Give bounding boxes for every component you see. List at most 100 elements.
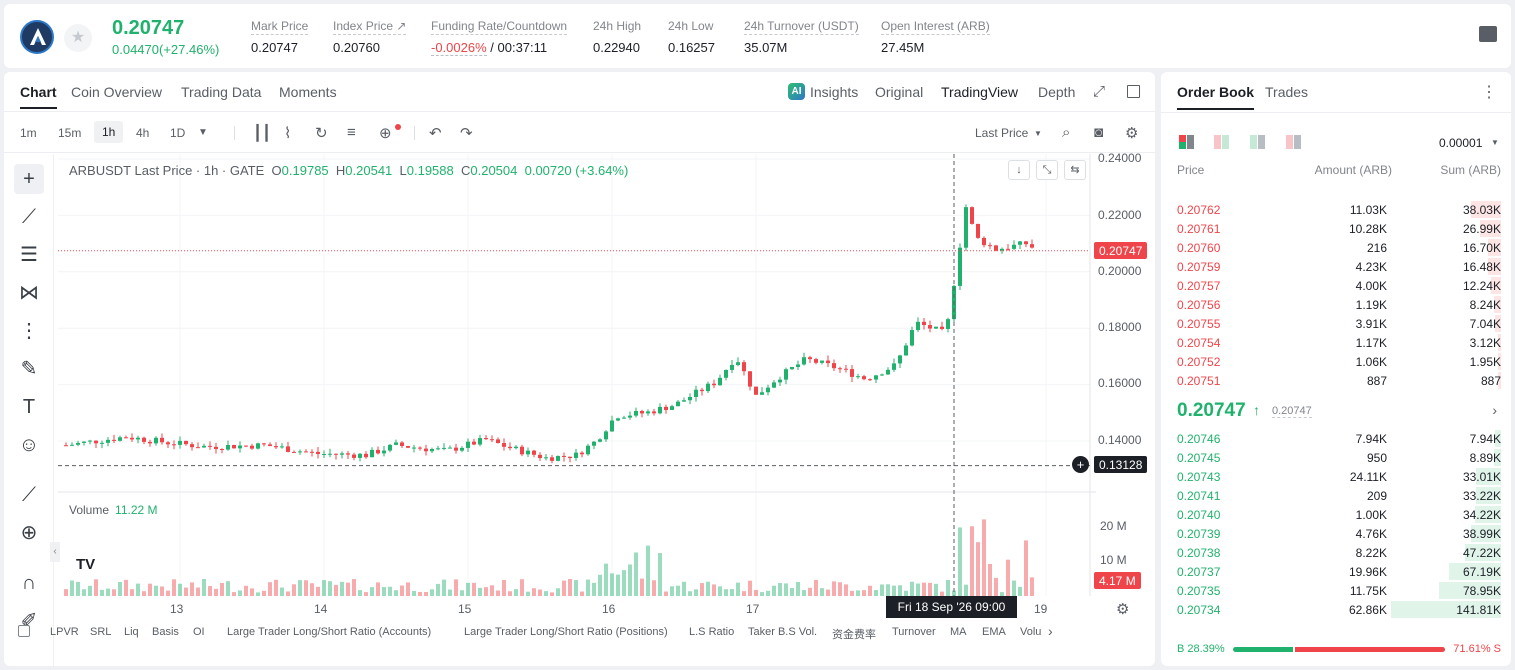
bid-row[interactable]: 0.20734 62.86K 141.81K xyxy=(1161,600,1511,619)
bid-row[interactable]: 0.20738 8.22K 47.22K xyxy=(1161,543,1511,562)
pattern-icon[interactable]: ⋈ xyxy=(19,282,39,304)
trendline-icon[interactable]: ⟋ xyxy=(22,206,36,228)
star-icon[interactable]: ★ xyxy=(64,24,92,52)
price-type-select[interactable]: Last Price xyxy=(975,126,1029,140)
chevron-right-icon[interactable]: › xyxy=(1048,623,1053,639)
chevron-left-icon[interactable]: ‹ xyxy=(50,542,60,562)
stat-label[interactable]: Funding Rate/Countdown xyxy=(431,19,568,35)
indicator-toggle-icon[interactable] xyxy=(18,625,30,637)
mid-mark-price[interactable]: 0.20747 xyxy=(1272,405,1312,418)
indicator-item[interactable]: Large Trader Long/Short Ratio (Accounts) xyxy=(227,626,432,638)
layout-asks-icon[interactable] xyxy=(1214,135,1230,149)
window-icon[interactable] xyxy=(1127,85,1140,98)
ask-row[interactable]: 0.20752 1.06K 1.95K xyxy=(1161,352,1511,371)
chevron-down-icon[interactable]: ▼ xyxy=(1491,138,1499,147)
indicator-item[interactable]: MA xyxy=(950,626,967,638)
indicator-item[interactable]: LPVR xyxy=(50,626,79,638)
tab-insights[interactable]: Insights xyxy=(810,84,859,100)
indicator-item[interactable]: Taker B.S Vol. xyxy=(748,626,818,638)
ask-row[interactable]: 0.20762 11.03K 38.03K xyxy=(1161,200,1511,219)
stat-label[interactable]: 24h Turnover (USDT) xyxy=(744,19,859,35)
chevron-down-icon[interactable]: ▼ xyxy=(1034,129,1042,138)
bid-row[interactable]: 0.20735 11.75K 78.95K xyxy=(1161,581,1511,600)
indicator-item[interactable]: Basis xyxy=(152,626,179,638)
more-icon[interactable]: ⋮ xyxy=(1481,84,1497,101)
expand-icon[interactable]: ⤢ xyxy=(1093,83,1106,100)
indicator-item[interactable]: EMA xyxy=(982,626,1006,638)
bid-row[interactable]: 0.20741 209 33.22K xyxy=(1161,486,1511,505)
ask-row[interactable]: 0.20760 216 16.70K xyxy=(1161,238,1511,257)
bid-row[interactable]: 0.20745 950 8.89K xyxy=(1161,448,1511,467)
indicator-item[interactable]: SRL xyxy=(90,626,112,638)
stat-label[interactable]: Mark Price xyxy=(251,19,309,35)
stat-label[interactable]: Open Interest (ARB) xyxy=(881,19,990,35)
stat-label[interactable]: Index Price ↗ xyxy=(333,19,407,35)
candlestick-chart[interactable] xyxy=(58,154,1096,596)
settings-icon[interactable]: ⚙ xyxy=(1125,125,1139,142)
indicator-item[interactable]: L.S Ratio xyxy=(689,626,735,638)
tab-depth[interactable]: Depth xyxy=(1038,84,1076,100)
interval-1h[interactable]: 1h xyxy=(94,121,124,143)
interval-1m[interactable]: 1m xyxy=(20,126,37,140)
interval-1d[interactable]: 1D xyxy=(170,126,186,140)
fib-icon[interactable]: ☰ xyxy=(20,244,38,266)
toggle-icon[interactable]: ⇆ xyxy=(1064,160,1086,180)
zoom-icon[interactable]: ⊕ xyxy=(20,522,38,544)
bid-row[interactable]: 0.20740 1.00K 34.22K xyxy=(1161,505,1511,524)
ask-row[interactable]: 0.20751 887 887 xyxy=(1161,371,1511,390)
add-alert-icon[interactable]: ⊕ xyxy=(379,125,392,142)
settings-icon[interactable]: ⚙ xyxy=(1116,601,1130,618)
camera-icon[interactable]: ◙ xyxy=(1094,124,1104,141)
magnet-icon[interactable]: ∩ xyxy=(21,572,37,594)
ask-row[interactable]: 0.20754 1.17K 3.12K xyxy=(1161,333,1511,352)
emoji-icon[interactable]: ☺ xyxy=(18,434,40,456)
crosshair-icon[interactable]: + xyxy=(14,164,44,194)
indicators-icon[interactable]: ⌇ xyxy=(284,125,292,142)
bid-row[interactable]: 0.20737 19.96K 67.19K xyxy=(1161,562,1511,581)
candle-type-icon[interactable]: ┃┃ xyxy=(253,125,272,142)
tradingview-logo-icon[interactable]: TV xyxy=(76,556,96,573)
tab-coin-overview[interactable]: Coin Overview xyxy=(71,84,163,100)
bid-row[interactable]: 0.20746 7.94K 7.94K xyxy=(1161,429,1511,448)
indicator-item[interactable]: Large Trader Long/Short Ratio (Positions… xyxy=(464,626,668,638)
tab-trading-data[interactable]: Trading Data xyxy=(181,84,262,100)
ask-row[interactable]: 0.20759 4.23K 16.48K xyxy=(1161,257,1511,276)
redo-icon[interactable]: ↷ xyxy=(460,125,473,142)
bid-row[interactable]: 0.20743 24.11K 33.01K xyxy=(1161,467,1511,486)
ask-row[interactable]: 0.20756 1.19K 8.24K xyxy=(1161,295,1511,314)
bid-row[interactable]: 0.20739 4.76K 38.99K xyxy=(1161,524,1511,543)
template-icon[interactable]: ≡ xyxy=(347,124,356,141)
tab-tradingview[interactable]: TradingView xyxy=(941,84,1019,100)
lock-draw-icon[interactable]: ✐ xyxy=(20,610,38,632)
add-alert-icon[interactable]: + xyxy=(1072,456,1089,473)
indicator-item[interactable]: Turnover xyxy=(892,626,936,638)
text-icon[interactable]: T xyxy=(22,396,36,418)
layout-both-icon[interactable] xyxy=(1179,135,1195,149)
search-icon[interactable]: ⌕ xyxy=(1062,124,1071,141)
replay-icon[interactable]: ↻ xyxy=(315,125,328,142)
layout-sells-icon[interactable] xyxy=(1286,135,1302,149)
ask-row[interactable]: 0.20757 4.00K 12.24K xyxy=(1161,276,1511,295)
tab-original[interactable]: Original xyxy=(875,84,924,100)
interval-4h[interactable]: 4h xyxy=(136,126,150,140)
precision-select[interactable]: 0.00001 xyxy=(1439,136,1483,150)
scroll-down-icon[interactable]: ↓ xyxy=(1008,160,1030,180)
interval-15m[interactable]: 15m xyxy=(58,126,82,140)
indicator-item[interactable]: Liq xyxy=(124,626,139,638)
indicator-item[interactable]: 资金费率 xyxy=(832,629,876,641)
ruler-icon[interactable]: ⟋ xyxy=(22,484,36,506)
tab-trades[interactable]: Trades xyxy=(1265,84,1309,100)
tab-chart[interactable]: Chart xyxy=(20,84,57,109)
tab-moments[interactable]: Moments xyxy=(279,84,337,100)
undo-icon[interactable]: ↶ xyxy=(429,125,442,142)
ai-icon[interactable]: AI xyxy=(788,83,805,100)
chevron-down-icon[interactable]: ▼ xyxy=(198,127,208,138)
layout-bids-icon[interactable] xyxy=(1250,135,1266,149)
measure-icon[interactable]: ⋮ xyxy=(19,320,39,342)
ask-row[interactable]: 0.20761 10.28K 26.99K xyxy=(1161,219,1511,238)
indicator-item[interactable]: OI xyxy=(193,626,205,638)
collapse-icon[interactable]: ⤡ xyxy=(1036,160,1058,180)
ask-row[interactable]: 0.20755 3.91K 7.04K xyxy=(1161,314,1511,333)
indicator-item[interactable]: Volu xyxy=(1020,626,1042,638)
brush-icon[interactable]: ✎ xyxy=(20,358,38,380)
